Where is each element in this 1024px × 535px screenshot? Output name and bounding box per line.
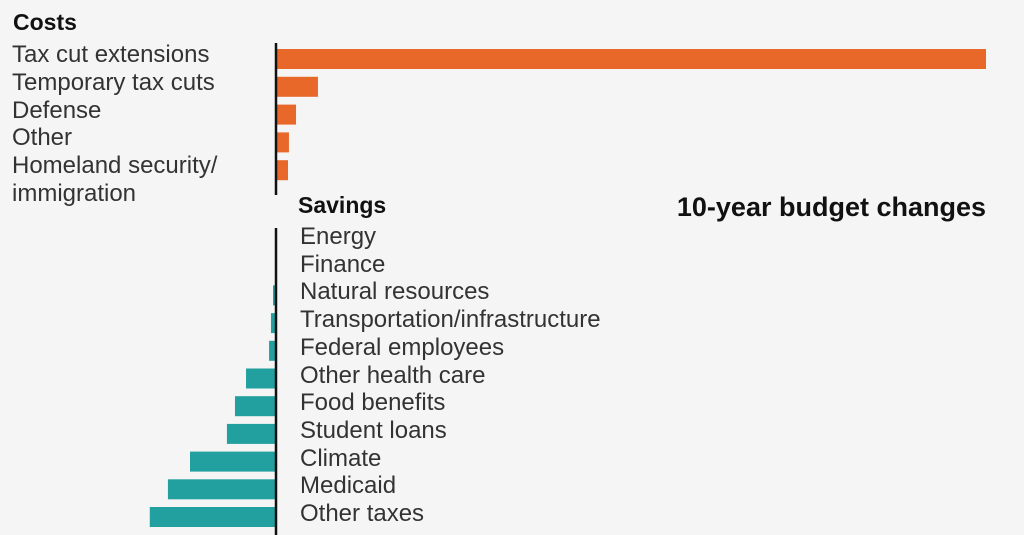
savings-bar [246,368,276,389]
savings-label: Climate [300,444,382,472]
savings-label: Student loans [300,416,447,444]
savings-bar [190,451,276,472]
savings-bar [226,423,276,444]
cost-label: Defense [12,96,102,124]
cost-bar [276,104,297,125]
savings-bar [270,313,276,334]
savings-label: Federal employees [300,333,505,361]
cost-label: Tax cut extensions [12,41,210,68]
savings-label: Other taxes [300,500,425,527]
savings-label: Energy [300,223,377,250]
savings-bar [273,285,276,306]
savings-bar [269,340,276,361]
cost-label: Homeland security/ immigration [12,152,218,208]
savings-label: Finance [300,250,386,278]
cost-bar [276,49,986,69]
cost-bar [276,132,289,153]
costs-heading: Costs [13,9,77,35]
savings-heading: Savings [298,192,387,218]
savings-label: Natural resources [300,278,490,306]
savings-bar [149,507,276,527]
cost-bar [276,76,318,97]
cost-label: Other [12,124,73,152]
cost-bar [276,160,288,181]
savings-bar [167,479,276,500]
savings-label: Transportation/infrastructure [300,306,601,334]
savings-label: Food benefits [300,389,446,417]
chart-title: 10-year budget changes [676,192,986,222]
savings-label: Other health care [300,361,486,389]
savings-label: Medicaid [300,472,397,500]
cost-label: Temporary tax cuts [12,68,215,96]
savings-bar [234,396,276,417]
